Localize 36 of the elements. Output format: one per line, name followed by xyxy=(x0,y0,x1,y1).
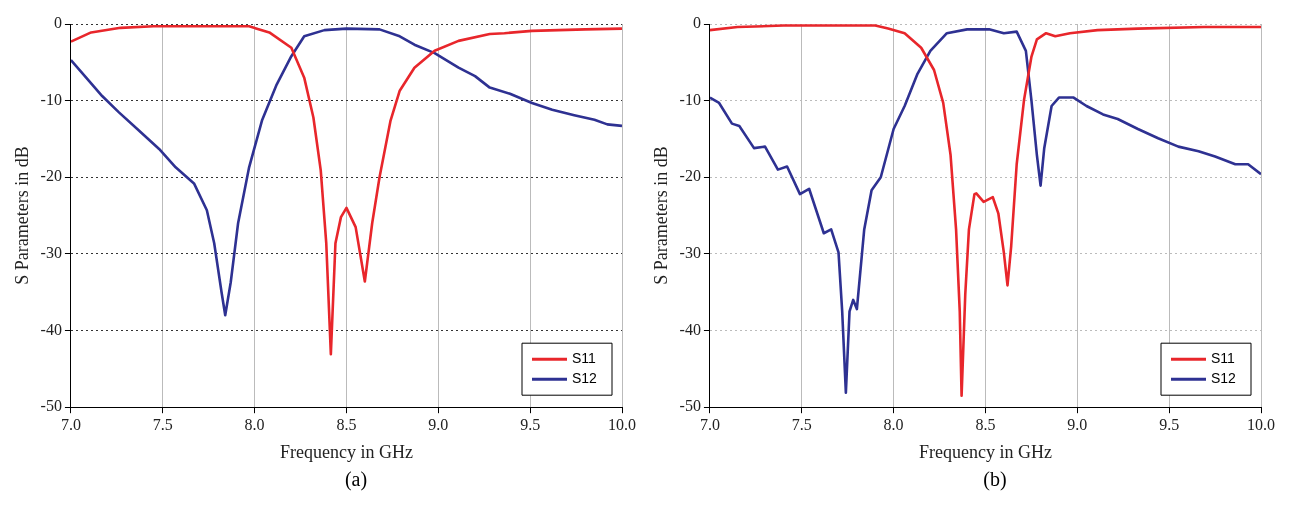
x-tick-label: 10.0 xyxy=(608,416,636,433)
x-tick-label: 9.5 xyxy=(1159,416,1180,433)
x-tick-label: 7.5 xyxy=(791,416,812,433)
legend-label: S11 xyxy=(1211,350,1236,367)
x-tick-label: 9.0 xyxy=(1067,416,1088,433)
y-tick-label: 0 xyxy=(53,14,62,32)
y-tick-label: -30 xyxy=(40,244,62,262)
x-tick-label: 9.0 xyxy=(428,416,449,433)
x-tick-label: 8.5 xyxy=(975,416,996,433)
y-tick-label: -20 xyxy=(679,167,701,185)
x-tick-label: 7.5 xyxy=(152,416,173,433)
y-tick-label: -50 xyxy=(40,397,62,415)
text: (b) xyxy=(982,468,1008,491)
y-tick-label: -10 xyxy=(40,90,62,108)
y-tick-label: -10 xyxy=(679,90,701,108)
x-tick-label: 9.5 xyxy=(520,416,541,433)
x-tick-label: 8.0 xyxy=(883,416,904,433)
legend-label: S12 xyxy=(1211,370,1237,387)
y-tick-label: -40 xyxy=(40,320,62,338)
x-tick-label: 7.0 xyxy=(60,416,81,433)
y-axis-title: S Parameters in dB xyxy=(650,146,671,285)
x-tick-label: 8.0 xyxy=(244,416,265,433)
x-axis-title: Frequency in GHz xyxy=(279,441,413,462)
y-axis-title: S Parameters in dB xyxy=(11,146,32,285)
text: (a) xyxy=(343,468,369,491)
x-tick-label: 8.5 xyxy=(336,416,357,433)
x-axis-title: Frequency in GHz xyxy=(918,441,1052,462)
y-tick-label: -40 xyxy=(679,320,701,338)
legend-label: S12 xyxy=(572,370,598,387)
y-tick-label: -50 xyxy=(679,397,701,415)
x-tick-label: 10.0 xyxy=(1247,416,1275,433)
y-tick-label: -30 xyxy=(679,244,701,262)
y-tick-label: -20 xyxy=(40,167,62,185)
x-tick-label: 7.0 xyxy=(699,416,720,433)
y-tick-label: 0 xyxy=(692,14,701,32)
legend-label: S11 xyxy=(572,350,597,367)
